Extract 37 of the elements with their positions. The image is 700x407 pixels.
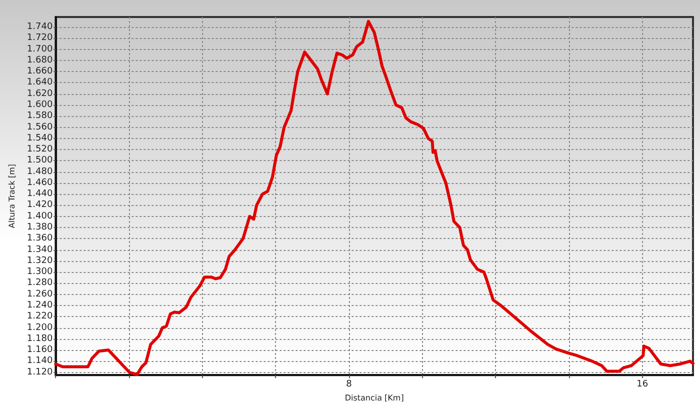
y-tick-label: 1.440: [26, 189, 53, 200]
y-tick-label: 1.160: [26, 345, 53, 356]
y-axis-title: Altura Track [m]: [8, 164, 16, 228]
y-tick-label: 1.420: [26, 200, 53, 210]
y-tick-label: 1.280: [26, 278, 53, 288]
line-series: [54, 20, 694, 376]
y-tick-label: 1.500: [26, 156, 53, 166]
y-tick-label: 1.620: [26, 88, 53, 99]
y-tick-label: 1.520: [26, 144, 53, 155]
y-tick-label: 1.220: [26, 312, 53, 322]
y-tick-label: 1.120: [26, 367, 53, 378]
y-tick-label: 1.300: [26, 267, 53, 278]
y-tick-label: 1.580: [26, 111, 53, 122]
y-tick-label: 1.480: [26, 166, 53, 177]
y-tick-label: 1.400: [26, 211, 53, 222]
y-tick-label: 1.360: [26, 234, 53, 244]
y-tick-label: 1.740: [26, 22, 53, 32]
y-tick-label: 1.560: [26, 122, 53, 132]
x-axis-title: Distancia [Km]: [344, 394, 404, 402]
y-tick-label: 1.460: [26, 178, 53, 188]
y-tick-label: 1.240: [26, 300, 53, 310]
y-tick-label: 1.320: [26, 256, 53, 266]
y-tick-label: 1.340: [26, 244, 53, 255]
x-tick-label: 8: [346, 380, 352, 390]
y-tick-label: 1.140: [26, 356, 53, 366]
x-tick-label: 16: [636, 380, 648, 390]
y-tick-label: 1.700: [26, 44, 53, 54]
y-tick-label: 1.720: [26, 33, 53, 44]
y-tick-label: 1.380: [26, 222, 53, 233]
y-tick-label: 1.600: [26, 100, 53, 110]
y-tick-label: 1.640: [26, 78, 53, 88]
y-tick-label: 1.660: [26, 66, 53, 77]
y-tick-label: 1.680: [26, 55, 53, 66]
y-tick-label: 1.260: [26, 289, 53, 300]
y-tick-label: 1.540: [26, 133, 53, 144]
y-tick-label: 1.180: [26, 334, 53, 344]
y-tick-label: 1.200: [26, 322, 53, 333]
